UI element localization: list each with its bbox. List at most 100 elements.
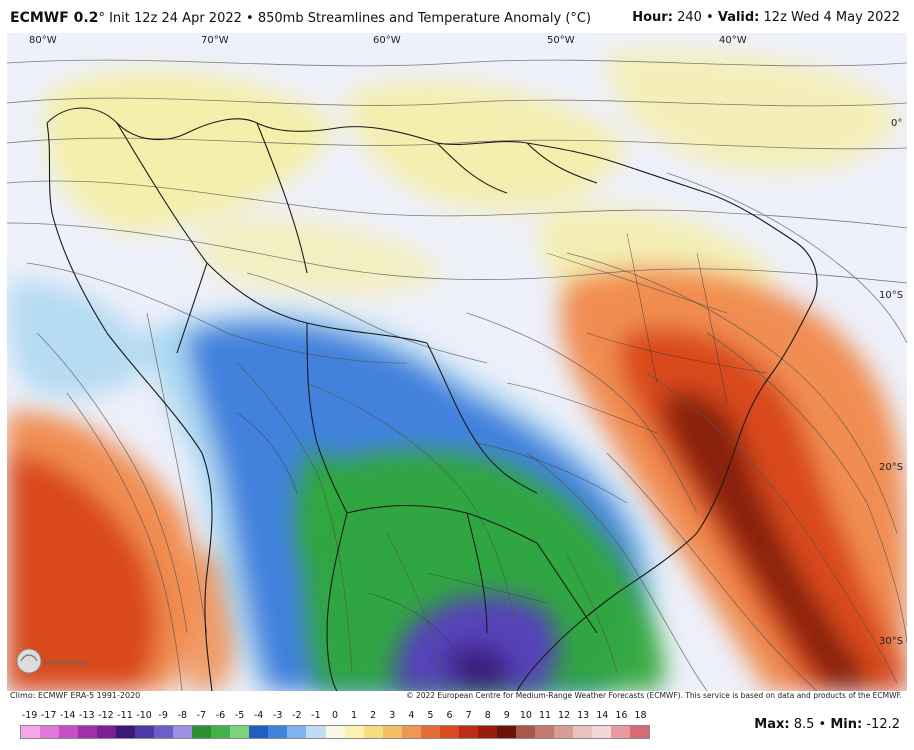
climo-note: Climo: ECMWF ERA-5 1991-2020 [10, 691, 141, 700]
colorbar-segment [420, 726, 440, 738]
model-name: ECMWF 0.2 [10, 10, 99, 26]
lat-label-0: 0° [891, 118, 903, 129]
colorbar-segment [268, 726, 288, 738]
colorbar-tick-label: -17 [40, 710, 57, 721]
time-bullet: • [706, 10, 714, 25]
colorbar-segment [78, 726, 98, 738]
degree-sign: ° [98, 11, 105, 26]
map-title: ECMWF 0.2° Init 12z 24 Apr 2022 • 850mb … [10, 10, 591, 26]
colorbar-segment [591, 726, 611, 738]
pale-yellow-regions [45, 50, 897, 323]
colorbar-tick-label: -6 [215, 710, 226, 721]
green-anomaly-region [295, 450, 665, 691]
colorbar-tick-label: 7 [465, 710, 472, 721]
colorbar-tick-label: -5 [234, 710, 245, 721]
colorbar-tick-label: 10 [519, 710, 532, 721]
footer: Climo: ECMWF ERA-5 1991-2020 © 2022 Euro… [0, 691, 914, 750]
colorbar-tick-label: -14 [59, 710, 76, 721]
valid-value: 12z Wed 4 May 2022 [763, 10, 900, 25]
colorbar-segment [116, 726, 136, 738]
max-min-readout: Max: 8.5 • Min: -12.2 [754, 717, 900, 732]
lat-label-20s: 20°S [879, 462, 904, 473]
title-bullet: • [246, 11, 254, 26]
colorbar-segment [154, 726, 174, 738]
colorbar-tick-label: 2 [370, 710, 377, 721]
colorbar-segment [211, 726, 231, 738]
colorbar-tick-label: -12 [98, 710, 114, 721]
colorbar-tick-label: 0 [331, 710, 339, 721]
min-label: Min: [830, 717, 863, 732]
colorbar-segment [21, 726, 41, 738]
streamlines [7, 59, 907, 691]
colorbar-segment [496, 726, 516, 738]
colorbar-ticks: -19 -17 -14 -13 -12 -11 -10 -9 -8 -7 -6 -5 -4 -3 -2 -1 0… [20, 710, 650, 722]
colorbar-segment [40, 726, 60, 738]
hour-label: Hour: [632, 10, 673, 25]
colorbar-segment [135, 726, 155, 738]
colorbar-segment [230, 726, 250, 738]
hour-value: 240 [677, 10, 702, 25]
colorbar-tick-label: 1 [351, 710, 358, 721]
colorbar-segment [59, 726, 79, 738]
logo-text: WEATHERBELL [43, 659, 87, 667]
lat-label-10s: 10°S [879, 290, 904, 301]
colorbar-segment [363, 726, 383, 738]
init-time: Init 12z 24 Apr 2022 [109, 11, 242, 26]
colorbar-segment [382, 726, 402, 738]
colorbar-segment [610, 726, 630, 738]
valid-label: Valid: [717, 10, 760, 25]
colorbar-segment [439, 726, 459, 738]
colorbar-tick-label: -13 [79, 710, 95, 721]
colorbar-segment [458, 726, 478, 738]
max-value: 8.5 [793, 717, 815, 732]
lon-label-50w: 50°W [547, 35, 575, 46]
colorbar-tick-label: 4 [408, 710, 415, 721]
lon-label-70w: 70°W [201, 35, 229, 46]
colorbar-tick-label: -1 [311, 710, 321, 721]
colorbar-segment [192, 726, 212, 738]
colorbar-segment [97, 726, 117, 738]
colorbar-tick-label: 12 [558, 710, 571, 721]
colorbar-tick-label: -19 [21, 710, 38, 721]
colorbar [20, 725, 650, 739]
colorbar-tick-label: -9 [158, 710, 168, 721]
colorbar-segment [515, 726, 535, 738]
colorbar-tick-label: -11 [117, 710, 133, 721]
lon-label-80w: 80°W [29, 35, 57, 46]
colorbar-tick-label: -4 [253, 710, 264, 721]
state-borders [236, 232, 768, 654]
colorbar-segment [287, 726, 307, 738]
lat-label-30s: 30°S [879, 636, 904, 647]
colorbar-tick-label: -10 [136, 710, 152, 721]
colorbar-segment [306, 726, 326, 738]
warm-anomaly-regions [7, 268, 907, 691]
weatherbell-logo: WEATHERBELL [16, 648, 87, 674]
colorbar-tick-label: 16 [615, 710, 628, 721]
colorbar-segment [249, 726, 269, 738]
colorbar-tick-label: 11 [538, 710, 552, 721]
purple-anomaly-region [394, 595, 558, 691]
weather-map: 80°W 70°W 60°W 50°W 40°W 0° 10°S 20°S 30… [7, 33, 907, 691]
colorbar-tick-label: 13 [577, 710, 590, 721]
colorbar-tick-label: 8 [484, 710, 491, 721]
colorbar-tick-label: 9 [503, 710, 510, 721]
colorbar-segment [325, 726, 345, 738]
colorbar-segment [572, 726, 592, 738]
colorbar-tick-label: 5 [427, 710, 434, 721]
colorbar-tick-label: 18 [634, 710, 647, 721]
max-min-bullet: • [818, 717, 827, 732]
colorbar-segment [477, 726, 497, 738]
colorbar-tick-label: -3 [272, 710, 283, 721]
copyright-note: © 2022 European Centre for Medium-Range … [406, 691, 902, 700]
colorbar-segment [344, 726, 364, 738]
forecast-time: Hour: 240 • Valid: 12z Wed 4 May 2022 [632, 10, 900, 25]
colorbar-segment [173, 726, 193, 738]
colorbar-segment [401, 726, 421, 738]
colorbar-tick-label: 6 [446, 710, 453, 721]
colorbar-tick-label: -8 [177, 710, 187, 721]
colorbar-tick-label: -7 [196, 710, 207, 721]
lon-label-60w: 60°W [373, 35, 401, 46]
colorbar-tick-label: 14 [596, 710, 609, 721]
anomaly-field [7, 33, 907, 691]
max-label: Max: [754, 717, 790, 732]
